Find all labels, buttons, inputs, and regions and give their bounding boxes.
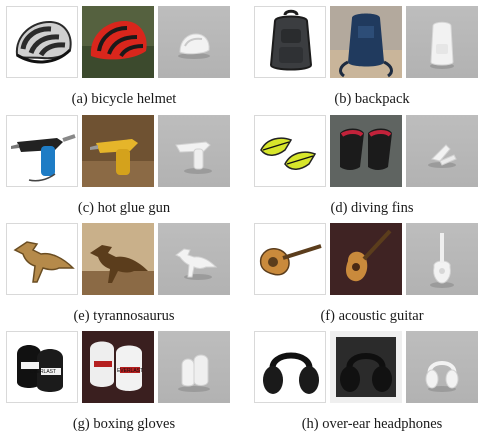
over-ear-headphones-product-image — [254, 331, 326, 403]
boxing-gloves-3d-render — [158, 331, 230, 403]
panel-d-caption: (d) diving fins — [330, 200, 414, 216]
panel-f: (f) acoustic guitar — [254, 223, 490, 331]
tyrannosaurus-3d-render — [158, 223, 230, 295]
tyrannosaurus-product-image — [6, 223, 78, 295]
panel-c-thumbnails — [6, 115, 242, 187]
panel-a-caption: (a) bicycle helmet — [71, 91, 177, 107]
hot-glue-gun-3d-render — [158, 115, 230, 187]
bicycle-helmet-real-photo — [82, 6, 154, 78]
acoustic-guitar-product-image — [254, 223, 326, 295]
bicycle-helmet-product-image — [6, 6, 78, 78]
boxing-gloves-product-image: EVERLAST — [6, 331, 78, 403]
panel-h: (h) over-ear headphones — [254, 331, 490, 436]
diving-fins-real-photo — [330, 115, 402, 187]
acoustic-guitar-real-photo — [330, 223, 402, 295]
panel-b-caption: (b) backpack — [334, 91, 410, 107]
panel-e: (e) tyrannosaurus — [6, 223, 242, 331]
panel-c-caption: (c) hot glue gun — [77, 200, 171, 216]
panel-c: (c) hot glue gun — [6, 115, 242, 223]
panel-h-thumbnails — [254, 331, 490, 403]
boxing-gloves-product-brand: EVERLAST — [30, 369, 56, 375]
backpack-real-photo — [330, 6, 402, 78]
panel-f-thumbnails — [254, 223, 490, 295]
panel-a-thumbnails — [6, 6, 242, 78]
panel-h-caption: (h) over-ear headphones — [301, 416, 443, 432]
over-ear-headphones-3d-render — [406, 331, 478, 403]
panel-a: (a) bicycle helmet — [6, 6, 242, 114]
panel-b: (b) backpack — [254, 6, 490, 114]
tyrannosaurus-real-photo — [82, 223, 154, 295]
over-ear-headphones-real-photo — [330, 331, 402, 403]
panel-f-caption: (f) acoustic guitar — [320, 308, 424, 324]
bicycle-helmet-3d-render — [158, 6, 230, 78]
boxing-gloves-real-photo: EVERLAST — [82, 331, 154, 403]
panel-d-thumbnails — [254, 115, 490, 187]
boxing-gloves-real-brand: EVERLAST — [117, 368, 143, 374]
hot-glue-gun-real-photo — [82, 115, 154, 187]
hot-glue-gun-product-image — [6, 115, 78, 187]
backpack-product-image — [254, 6, 326, 78]
panel-g-thumbnails: EVERLAST EVERLAST — [6, 331, 242, 403]
acoustic-guitar-3d-render — [406, 223, 478, 295]
panel-d: (d) diving fins — [254, 115, 490, 223]
panel-g: EVERLAST EVERLAST — [6, 331, 242, 436]
backpack-3d-render — [406, 6, 478, 78]
panel-g-caption: (g) boxing gloves — [72, 416, 176, 432]
diving-fins-product-image — [254, 115, 326, 187]
panel-e-thumbnails — [6, 223, 242, 295]
panel-e-caption: (e) tyrannosaurus — [73, 308, 175, 324]
diving-fins-3d-render — [406, 115, 478, 187]
panel-b-thumbnails — [254, 6, 490, 78]
